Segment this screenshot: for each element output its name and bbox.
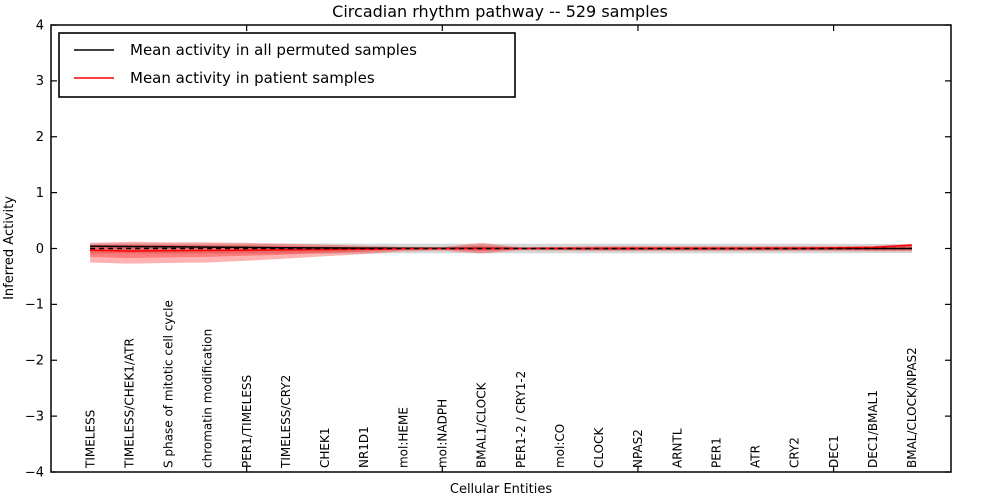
y-tick-label: −3 — [25, 409, 44, 424]
x-category-label: CHEK1 — [318, 428, 332, 469]
x-category-label: ATR — [749, 445, 763, 468]
x-category-label: BMAL/CLOCK/NPAS2 — [905, 347, 919, 468]
legend-label-patient: Mean activity in patient samples — [130, 69, 375, 87]
y-tick-label: 4 — [36, 18, 44, 33]
y-tick-label: 1 — [36, 186, 44, 201]
legend-box — [58, 32, 516, 98]
x-category-label: NR1D1 — [357, 426, 371, 468]
y-tick-label: 0 — [36, 242, 44, 257]
x-category-label: CRY2 — [788, 437, 802, 468]
x-category-label: mol:CO — [553, 424, 567, 468]
x-category-label: TIMELESS — [83, 410, 97, 469]
x-category-label: mol:NADPH — [436, 399, 450, 468]
y-tick-label: −4 — [25, 465, 44, 480]
x-category-label: BMAL1/CLOCK — [475, 381, 489, 468]
x-axis-label: Cellular Entities — [450, 482, 552, 497]
x-category-label: PER1/TIMELESS — [240, 375, 254, 468]
x-category-label: S phase of mitotic cell cycle — [162, 300, 176, 468]
legend-label-permuted: Mean activity in all permuted samples — [130, 41, 417, 59]
x-category-label: DEC1 — [827, 435, 841, 468]
axes — [50, 24, 952, 473]
mean-lines — [90, 244, 912, 252]
x-category-label: chromatin modification — [201, 329, 215, 468]
x-category-label: PER1 — [709, 437, 723, 468]
y-tick-label: 2 — [36, 130, 44, 145]
x-category-label: DEC1/BMAL1 — [866, 390, 880, 468]
y-tick-label: −1 — [25, 298, 44, 313]
x-category-label: CLOCK — [592, 427, 606, 468]
x-category-label: TIMELESS/CRY2 — [279, 375, 293, 469]
tick-labels: 4 3 2 1 0 −1 −2 −3 −4 TIMELESS TIMELESS/CHEK1/ATR S… — [25, 18, 919, 480]
x-category-label: TIMELESS/CHEK1/ATR — [122, 338, 136, 469]
y-tick-label: 3 — [36, 74, 44, 89]
uncertainty-bands — [90, 241, 912, 264]
y-axis-label: Inferred Activity — [2, 196, 17, 300]
x-category-label: ARNTL — [670, 428, 684, 468]
legend: Mean activity in all permuted samples Me… — [58, 32, 516, 98]
x-category-label: NPAS2 — [631, 429, 645, 468]
x-category-label: PER1-2 / CRY1-2 — [514, 371, 528, 468]
chart-title: Circadian rhythm pathway -- 529 samples — [332, 2, 668, 21]
x-category-label: mol:HEME — [396, 407, 410, 468]
y-tick-label: −2 — [25, 354, 44, 369]
